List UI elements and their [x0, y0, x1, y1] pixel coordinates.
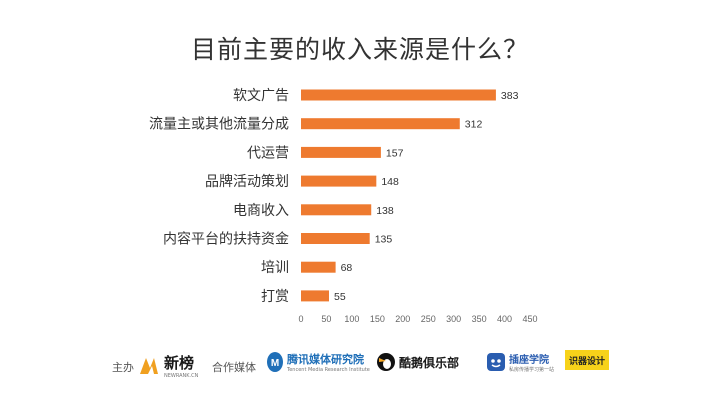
- value-label: 135: [375, 234, 393, 246]
- x-tick-label: 150: [370, 314, 385, 324]
- partner-name-chazuo: 插座学院: [509, 355, 549, 366]
- bar: [301, 175, 377, 187]
- partner-label: 合作媒体: [212, 361, 256, 374]
- partner-logo-badge: 识器设计: [565, 350, 609, 370]
- x-tick-label: 50: [321, 314, 331, 324]
- host-logo-sub: NEWRANK.CN: [164, 373, 199, 379]
- x-tick-label: 100: [344, 314, 359, 324]
- value-label: 312: [465, 119, 483, 131]
- socket-logo-icon: [487, 353, 505, 371]
- bar: [301, 233, 370, 244]
- value-label: 157: [386, 147, 404, 159]
- partner-sub-chazuo: 私房传播学习第一站: [509, 367, 555, 373]
- x-tick-label: 450: [522, 314, 537, 324]
- bar: [301, 290, 329, 302]
- host-label: 主办: [112, 361, 134, 374]
- partner-logo-tencent: M 腾讯媒体研究院 Tencent Media Research Institu…: [266, 351, 370, 373]
- bar: [301, 89, 496, 101]
- brand-badge-icon: 识器设计: [568, 356, 605, 367]
- svg-text:M: M: [271, 358, 279, 369]
- tencent-logo-icon: M: [267, 352, 283, 372]
- category-label: 品牌活动策划: [205, 173, 289, 190]
- value-label: 148: [381, 176, 399, 188]
- x-tick-label: 300: [446, 314, 461, 324]
- category-label: 打赏: [261, 288, 289, 305]
- x-tick-label: 250: [421, 314, 436, 324]
- bar: [301, 204, 372, 216]
- category-label: 培训: [261, 260, 289, 276]
- bar-chart: 软文广告 383 流量主或其他流量分成 312 代运营 157 品牌活动策划 148 电商收入 1…: [149, 88, 538, 324]
- bar: [301, 261, 336, 273]
- category-label: 流量主或其他流量分成: [149, 117, 289, 133]
- category-label: 内容平台的扶持资金: [163, 231, 289, 248]
- x-tick-label: 0: [298, 314, 303, 324]
- value-label: 383: [501, 90, 519, 102]
- chart-title: 目前主要的收入来源是什么？: [190, 35, 529, 64]
- host-logo-name: 新榜: [164, 354, 195, 372]
- category-label: 电商收入: [233, 203, 289, 219]
- partner-logo-chazuo: 插座学院 私房传播学习第一站: [486, 351, 554, 373]
- partner-name-tencent: 腾讯媒体研究院: [287, 353, 364, 366]
- value-label: 55: [334, 291, 346, 303]
- footer: 主办 新榜 NEWRANK.CN 合作媒体 M 腾讯媒体研究院 Tencent …: [0, 340, 720, 380]
- category-label: 代运营: [247, 145, 289, 161]
- x-tick-label: 200: [395, 314, 410, 324]
- partner-name-kuge: 酷鹅俱乐部: [399, 355, 460, 370]
- value-label: 68: [341, 262, 353, 274]
- x-tick-label: 350: [472, 314, 487, 324]
- category-label: 软文广告: [233, 88, 289, 104]
- bar: [301, 146, 381, 158]
- penguin-logo-icon: [377, 353, 395, 371]
- newrank-logo-icon: [140, 357, 158, 374]
- x-tick-label: 400: [497, 314, 512, 324]
- partner-logo-kuge: 酷鹅俱乐部: [376, 352, 459, 372]
- bar: [301, 118, 460, 130]
- value-label: 138: [376, 205, 394, 217]
- partner-sub-tencent: Tencent Media Research Institute: [287, 367, 370, 373]
- host-logo: 新榜 NEWRANK.CN: [138, 352, 198, 379]
